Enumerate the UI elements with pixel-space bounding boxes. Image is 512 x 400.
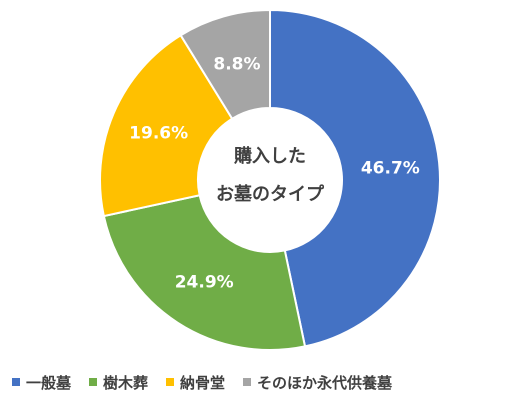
- legend-label: 一般墓: [26, 373, 72, 392]
- slice-label-樹木葬: 24.9%: [175, 273, 234, 293]
- slice-label-納骨堂: 19.6%: [129, 124, 188, 144]
- legend-item-一般墓: 一般墓: [12, 372, 71, 393]
- slice-樹木葬: [102, 194, 307, 351]
- slice-label-そのほか永代供養墓: 8.8%: [213, 55, 260, 75]
- slice-そのほか永代供養墓: [179, 8, 271, 121]
- legend-swatch: [89, 378, 98, 386]
- legend-item-納骨堂: 納骨堂: [166, 372, 225, 393]
- legend-item-樹木葬: 樹木葬: [89, 372, 148, 393]
- legend-swatch: [243, 378, 252, 386]
- slice-一般墓: [269, 8, 441, 348]
- legend-label: 納骨堂: [180, 373, 226, 392]
- slices-group: [99, 8, 441, 351]
- slice-labels-group: 46.7% 24.9% 19.6% 8.8%: [129, 55, 420, 293]
- center-label: 購入した お墓のタイプ: [216, 145, 325, 205]
- slice-納骨堂: [99, 33, 234, 218]
- legend: 一般墓 樹木葬 納骨堂 そのほか永代供養墓: [12, 370, 508, 394]
- legend-swatch: [12, 378, 20, 386]
- slice-label-一般墓: 46.7%: [361, 158, 420, 178]
- legend-label: 樹木葬: [103, 373, 149, 392]
- legend-swatch: [166, 378, 175, 386]
- legend-label: そのほか永代供養墓: [257, 373, 393, 392]
- center-text-line-1: 購入した: [233, 145, 306, 167]
- legend-item-そのほか永代供養墓: そのほか永代供養墓: [243, 372, 392, 393]
- center-text-line-2: お墓のタイプ: [216, 183, 325, 205]
